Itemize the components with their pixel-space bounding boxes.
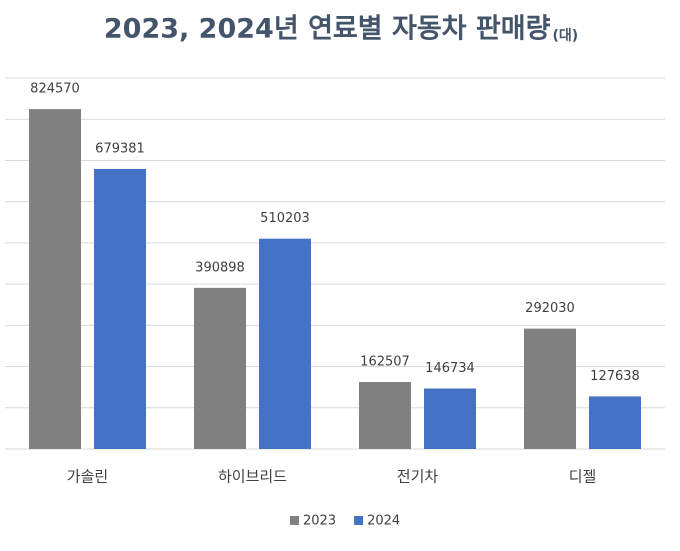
bar bbox=[259, 238, 311, 449]
bar bbox=[194, 287, 246, 449]
legend-swatch bbox=[354, 516, 364, 525]
x-tick-label: 디젤 bbox=[569, 468, 597, 486]
legend-label: 2023 bbox=[303, 514, 336, 529]
x-tick-label: 가솔린 bbox=[67, 468, 108, 486]
bar bbox=[589, 396, 641, 449]
value-label: 162507 bbox=[360, 355, 410, 370]
bar bbox=[29, 109, 81, 449]
value-label: 146734 bbox=[425, 361, 475, 376]
x-tick-label: 하이브리드 bbox=[218, 468, 287, 486]
value-label: 390898 bbox=[195, 260, 245, 275]
value-label: 510203 bbox=[260, 211, 310, 226]
legend-label: 2024 bbox=[367, 514, 400, 529]
bar bbox=[424, 388, 476, 449]
value-label: 292030 bbox=[525, 301, 575, 316]
bar bbox=[359, 382, 411, 449]
bar bbox=[524, 328, 576, 449]
legend-swatch bbox=[290, 516, 299, 525]
chart-title-unit: (대) bbox=[552, 28, 578, 44]
value-label: 127638 bbox=[590, 369, 640, 384]
x-tick-label: 전기차 bbox=[397, 468, 439, 486]
value-label: 824570 bbox=[30, 82, 80, 97]
value-label: 679381 bbox=[95, 141, 145, 156]
chart-title: 2023, 2024년 연료별 자동차 판매량 bbox=[104, 14, 551, 45]
bar bbox=[94, 168, 146, 449]
